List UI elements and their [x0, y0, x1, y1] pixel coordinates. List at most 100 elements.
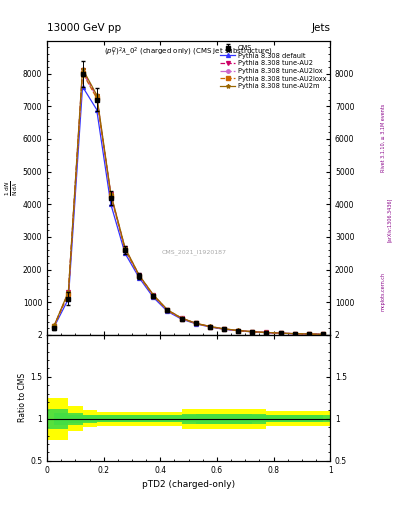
Pythia 8.308 tune-AU2loxx	[236, 328, 241, 334]
Pythia 8.308 tune-AU2loxx	[66, 291, 71, 297]
Pythia 8.308 tune-AU2	[66, 289, 71, 295]
Line: Pythia 8.308 tune-AU2: Pythia 8.308 tune-AU2	[52, 69, 325, 336]
Pythia 8.308 tune-AU2	[222, 326, 226, 332]
Pythia 8.308 tune-AU2loxx	[108, 193, 113, 199]
Pythia 8.308 tune-AU2loxx	[94, 95, 99, 101]
Pythia 8.308 tune-AU2m	[137, 272, 141, 278]
Line: Pythia 8.308 tune-AU2m: Pythia 8.308 tune-AU2m	[52, 67, 325, 336]
Pythia 8.308 default	[137, 274, 141, 281]
Pythia 8.308 tune-AU2	[292, 331, 297, 337]
Pythia 8.308 tune-AU2loxx	[52, 323, 57, 329]
Pythia 8.308 tune-AU2m	[80, 66, 85, 72]
Pythia 8.308 tune-AU2	[80, 67, 85, 73]
Legend: CMS, Pythia 8.308 default, Pythia 8.308 tune-AU2, Pythia 8.308 tune-AU2lox, Pyth: CMS, Pythia 8.308 default, Pythia 8.308 …	[220, 45, 327, 90]
Pythia 8.308 tune-AU2loxx	[80, 70, 85, 76]
X-axis label: pTD2 (charged-only): pTD2 (charged-only)	[142, 480, 235, 489]
Pythia 8.308 tune-AU2	[193, 320, 198, 326]
Pythia 8.308 tune-AU2m	[108, 190, 113, 197]
Pythia 8.308 tune-AU2loxx	[292, 331, 297, 337]
Pythia 8.308 tune-AU2loxx	[208, 324, 212, 330]
Pythia 8.308 tune-AU2m	[236, 327, 241, 333]
Text: 13000 GeV pp: 13000 GeV pp	[47, 23, 121, 33]
Pythia 8.308 tune-AU2loxx	[278, 330, 283, 336]
Pythia 8.308 default	[151, 294, 156, 301]
Pythia 8.308 default	[307, 331, 311, 337]
Pythia 8.308 tune-AU2m	[123, 245, 127, 251]
Pythia 8.308 default	[80, 83, 85, 90]
Y-axis label: Ratio to CMS: Ratio to CMS	[18, 373, 28, 422]
Pythia 8.308 tune-AU2lox	[151, 292, 156, 298]
Pythia 8.308 tune-AU2lox	[80, 69, 85, 75]
Pythia 8.308 tune-AU2m	[94, 92, 99, 98]
Pythia 8.308 tune-AU2loxx	[193, 321, 198, 327]
Line: Pythia 8.308 tune-AU2lox: Pythia 8.308 tune-AU2lox	[53, 70, 325, 336]
Pythia 8.308 tune-AU2lox	[292, 331, 297, 337]
Pythia 8.308 tune-AU2	[307, 331, 311, 337]
Pythia 8.308 tune-AU2m	[208, 324, 212, 330]
Pythia 8.308 default	[179, 316, 184, 322]
Pythia 8.308 default	[321, 331, 325, 337]
Y-axis label: $\frac{1}{\mathrm{N}}\frac{\mathrm{d}N}{\mathrm{d}\lambda}$: $\frac{1}{\mathrm{N}}\frac{\mathrm{d}N}{…	[4, 180, 20, 196]
Pythia 8.308 default	[236, 328, 241, 334]
Text: Jets: Jets	[311, 23, 330, 33]
Pythia 8.308 tune-AU2lox	[278, 330, 283, 336]
Pythia 8.308 tune-AU2	[278, 330, 283, 336]
Pythia 8.308 tune-AU2loxx	[264, 330, 269, 336]
Pythia 8.308 tune-AU2loxx	[222, 326, 226, 332]
Pythia 8.308 tune-AU2lox	[165, 307, 170, 313]
Pythia 8.308 tune-AU2m	[179, 315, 184, 321]
Pythia 8.308 tune-AU2	[264, 329, 269, 335]
Pythia 8.308 tune-AU2	[151, 292, 156, 298]
Pythia 8.308 default	[66, 296, 71, 302]
Pythia 8.308 tune-AU2lox	[222, 326, 226, 332]
Pythia 8.308 tune-AU2m	[165, 307, 170, 313]
Pythia 8.308 default	[193, 321, 198, 327]
Pythia 8.308 tune-AU2m	[193, 320, 198, 326]
Pythia 8.308 default	[165, 308, 170, 314]
Pythia 8.308 tune-AU2loxx	[165, 307, 170, 313]
Pythia 8.308 tune-AU2	[321, 331, 325, 337]
Pythia 8.308 tune-AU2	[52, 323, 57, 329]
Pythia 8.308 tune-AU2lox	[321, 331, 325, 337]
Pythia 8.308 tune-AU2lox	[66, 290, 71, 296]
Pythia 8.308 tune-AU2lox	[137, 273, 141, 279]
Pythia 8.308 default	[222, 326, 226, 332]
Pythia 8.308 tune-AU2loxx	[321, 331, 325, 337]
Pythia 8.308 tune-AU2	[137, 272, 141, 279]
Pythia 8.308 tune-AU2m	[278, 330, 283, 336]
Line: Pythia 8.308 tune-AU2loxx: Pythia 8.308 tune-AU2loxx	[53, 71, 325, 336]
Pythia 8.308 tune-AU2	[179, 315, 184, 321]
Pythia 8.308 default	[108, 201, 113, 207]
Pythia 8.308 default	[292, 331, 297, 337]
Pythia 8.308 tune-AU2	[94, 93, 99, 99]
Pythia 8.308 tune-AU2lox	[123, 246, 127, 252]
Line: Pythia 8.308 default: Pythia 8.308 default	[52, 84, 325, 336]
Pythia 8.308 default	[264, 330, 269, 336]
Pythia 8.308 tune-AU2loxx	[179, 315, 184, 322]
Pythia 8.308 tune-AU2loxx	[151, 292, 156, 298]
Pythia 8.308 tune-AU2m	[66, 289, 71, 295]
Text: [arXiv:1306.3436]: [arXiv:1306.3436]	[387, 198, 391, 242]
Text: Rivet 3.1.10, ≥ 3.1M events: Rivet 3.1.10, ≥ 3.1M events	[381, 104, 386, 173]
Pythia 8.308 tune-AU2	[250, 329, 255, 335]
Pythia 8.308 tune-AU2lox	[94, 94, 99, 100]
Pythia 8.308 tune-AU2	[108, 191, 113, 198]
Pythia 8.308 tune-AU2lox	[108, 192, 113, 198]
Pythia 8.308 tune-AU2lox	[179, 315, 184, 322]
Pythia 8.308 tune-AU2loxx	[137, 273, 141, 279]
Pythia 8.308 tune-AU2lox	[208, 324, 212, 330]
Pythia 8.308 tune-AU2m	[264, 329, 269, 335]
Pythia 8.308 default	[208, 324, 212, 330]
Pythia 8.308 tune-AU2lox	[236, 328, 241, 334]
Pythia 8.308 tune-AU2m	[222, 326, 226, 332]
Pythia 8.308 default	[94, 106, 99, 113]
Pythia 8.308 tune-AU2m	[52, 323, 57, 329]
Pythia 8.308 tune-AU2lox	[250, 329, 255, 335]
Text: mcplots.cern.ch: mcplots.cern.ch	[381, 272, 386, 311]
Pythia 8.308 tune-AU2m	[151, 292, 156, 298]
Pythia 8.308 default	[123, 250, 127, 257]
Pythia 8.308 tune-AU2loxx	[123, 247, 127, 253]
Pythia 8.308 tune-AU2m	[292, 331, 297, 337]
Pythia 8.308 tune-AU2	[236, 328, 241, 334]
Pythia 8.308 tune-AU2lox	[193, 321, 198, 327]
